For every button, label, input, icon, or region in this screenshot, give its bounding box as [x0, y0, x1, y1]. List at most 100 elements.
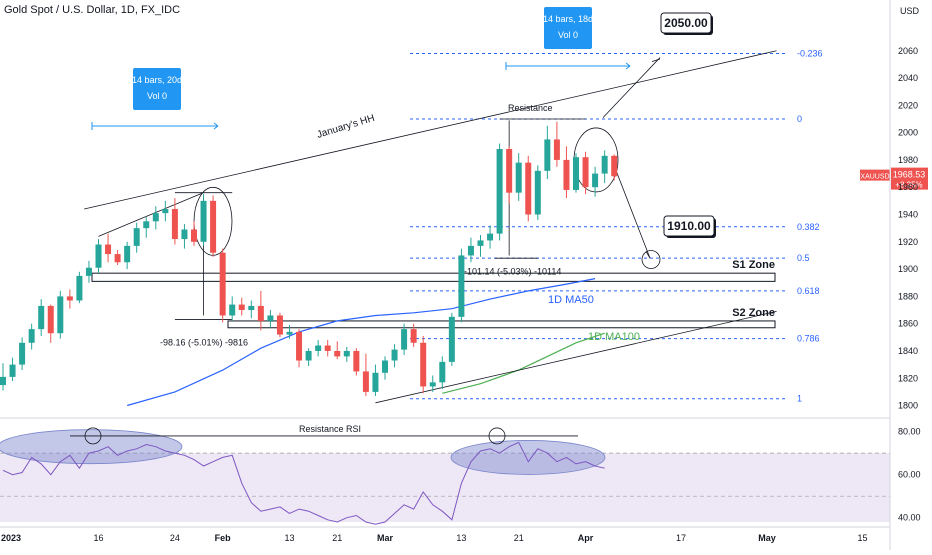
candle-body: [582, 157, 589, 188]
annotations: 14 bars, 20d Vol 0 14 bars, 18d Vol 0 2050.0…: [91, 7, 928, 238]
rsi-line: [2, 441, 605, 525]
price-tick-label: 1800: [898, 401, 918, 411]
lower-trend-line: [375, 310, 777, 404]
ma100-line: [442, 332, 605, 394]
candle-body: [401, 329, 408, 350]
rsi-tick-label: 40.00: [898, 513, 921, 523]
target-down-callout-label: 1910.00: [667, 219, 711, 233]
time-tick-label: Feb: [215, 533, 232, 543]
support-zone-label: S2 Zone: [732, 307, 775, 319]
axes: USD 1800 1820 1840 1860 1880 1900 1920 1940 1960 1…: [0, 0, 921, 550]
price-tick-label: 2040: [898, 73, 918, 83]
candles: [0, 121, 618, 396]
candle-body: [382, 360, 388, 373]
rsi-tick-label: 80.00: [898, 427, 921, 437]
candle-body: [601, 155, 608, 174]
time-tick-label: 13: [456, 533, 466, 543]
candle-body: [439, 361, 446, 383]
candle-body: [353, 350, 360, 372]
range-ruler-1-arrow-a: [213, 122, 219, 127]
candle-body: [143, 221, 150, 229]
candle-body: [200, 200, 207, 242]
candle-body: [286, 331, 293, 335]
rsi-resistance-label: Resistance RSI: [299, 424, 361, 434]
range-badge-2-line2: Vol 0: [558, 30, 578, 40]
currency-label: USD: [900, 6, 920, 16]
time-tick-label: 21: [514, 533, 524, 543]
rsi-band: [0, 453, 890, 522]
rsi-peak-circle-2: [488, 427, 506, 445]
fibonacci-levels: -0.236 0 0.382 0.5 0.618 0.786 1: [410, 48, 823, 404]
target-circle: [641, 250, 661, 269]
candle-body: [525, 162, 532, 215]
upper-trend-line: [84, 50, 777, 210]
rsi-panel: Resistance RSI: [0, 424, 890, 525]
price-tick-label: 1920: [898, 237, 918, 247]
candle-body: [47, 305, 54, 334]
range-ruler-1-arrow-b: [213, 125, 219, 130]
range-badge-2-line1: 14 bars, 18d: [543, 14, 593, 24]
candle-body: [171, 209, 178, 240]
candle-body: [506, 149, 513, 193]
fib-level-label: 0: [797, 114, 802, 124]
price-tick-label: 1880: [898, 291, 918, 301]
candle-body: [573, 157, 579, 190]
candle-body: [238, 304, 245, 311]
ma50-label: 1D MA50: [548, 294, 594, 306]
candle-body: [362, 371, 369, 392]
change-tag-label: +8.35%: [895, 181, 922, 190]
price-tick-label: 2000: [898, 128, 918, 138]
candle-body: [267, 315, 274, 321]
candle-body: [448, 316, 455, 362]
fib-level-label: 0.618: [797, 286, 820, 296]
candle-body: [391, 349, 398, 361]
price-tick-label: 1900: [898, 264, 918, 274]
candle-body: [210, 200, 217, 253]
candle-body: [124, 245, 131, 263]
time-tick-label: 24: [170, 533, 180, 543]
candle-body: [372, 372, 379, 392]
candle-body: [85, 267, 92, 276]
candle-body: [114, 254, 121, 263]
candle-body: [257, 305, 264, 321]
ma100-label: 1D MA100: [588, 331, 640, 343]
target-up-callout-box: [660, 12, 712, 34]
range-badge-1-box: [133, 68, 181, 110]
support-zone-box: [91, 272, 776, 282]
candle-body: [28, 329, 35, 343]
range-ruler-2-arrow-a: [625, 62, 631, 67]
time-tick-label: Mar: [377, 533, 394, 543]
candle-body: [133, 228, 140, 246]
price-tick-label: 1940: [898, 210, 918, 220]
target-down-arrowhead: [645, 251, 651, 259]
candle-body: [276, 315, 283, 335]
chart-title: Gold Spot / U.S. Dollar, 1D, FX_IDC: [4, 4, 181, 16]
candle-body: [487, 233, 494, 241]
candle-body: [515, 162, 522, 193]
candle-body: [458, 255, 465, 317]
candle-body: [534, 170, 541, 215]
candle-body: [544, 139, 551, 171]
candle-body: [152, 213, 159, 222]
time-tick-label: 17: [676, 533, 686, 543]
candle-body: [219, 252, 226, 316]
fib-level-label: -0.236: [797, 48, 823, 58]
price-tick-label: 2020: [898, 100, 918, 110]
range-badge-1-line2: Vol 0: [147, 91, 167, 101]
fib-level-label: 0.786: [797, 334, 820, 344]
candle-body: [95, 244, 102, 268]
range-ruler-2-arrow-b: [625, 65, 631, 70]
candle-body: [315, 345, 322, 351]
candle-body: [57, 296, 64, 334]
moving-averages: 1D MA50 1D MA100: [127, 278, 640, 407]
rsi-peak-circle-1: [84, 427, 102, 445]
candle-body: [229, 304, 236, 316]
candle-body: [296, 331, 303, 361]
support-zones: S1 Zone S2 Zone: [91, 259, 776, 329]
candle-body: [477, 240, 484, 246]
candle-body: [0, 376, 6, 386]
support-zone-box: [227, 320, 776, 329]
rsi-highlight-ellipse-2: [450, 440, 606, 475]
time-tick-label: 21: [332, 533, 342, 543]
